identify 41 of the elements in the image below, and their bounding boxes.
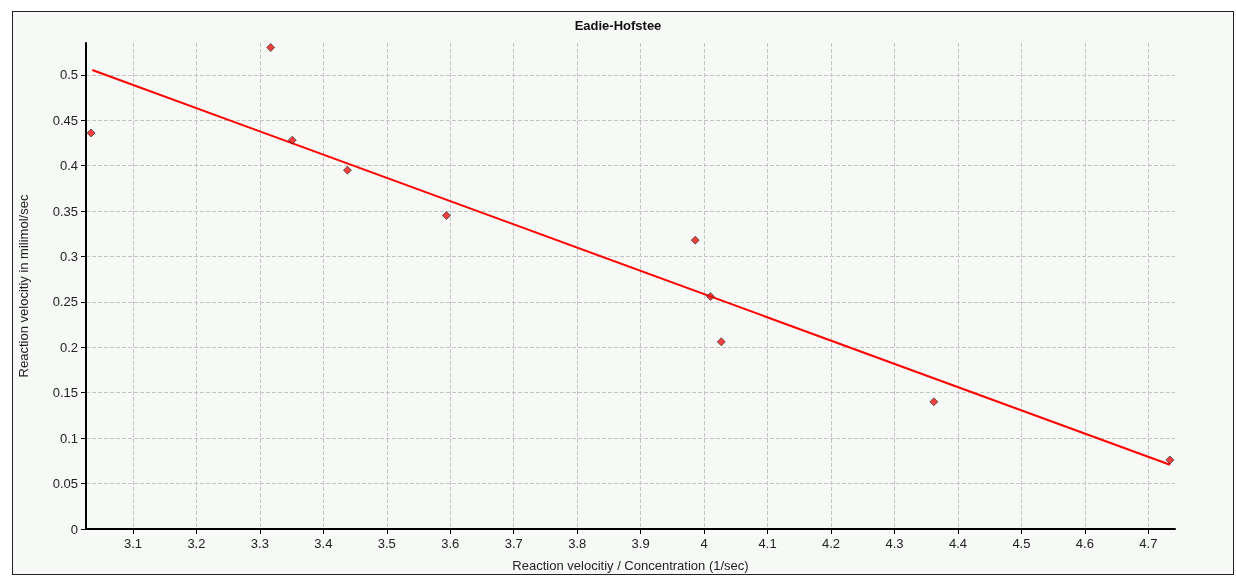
- y-tick-label: 0.1: [59, 430, 78, 446]
- x-tick-label: 3.4: [314, 536, 333, 551]
- x-tick-label: 4.5: [1012, 536, 1031, 551]
- x-tick-label: 3.8: [568, 536, 587, 551]
- y-tick-label: 0: [70, 521, 78, 537]
- y-tick-label: 0.45: [52, 112, 78, 128]
- point: [690, 235, 700, 245]
- point: [287, 135, 297, 145]
- x-tick-label: 3.7: [504, 536, 523, 551]
- x-tick-label: 4.4: [948, 536, 967, 551]
- point: [1165, 455, 1175, 465]
- y-tick-label: 0.2: [59, 339, 78, 355]
- point: [929, 397, 939, 407]
- y-axis-title: Reaction velocitiy in milimol/sec: [16, 194, 31, 378]
- y-tick-label: 0.35: [52, 203, 78, 219]
- y-tick-label: 0.5: [59, 67, 78, 83]
- y-tick-label: 0.3: [59, 248, 78, 264]
- x-tick-label: 3.5: [377, 536, 396, 551]
- point: [706, 292, 715, 301]
- point: [442, 211, 451, 220]
- point: [266, 43, 276, 52]
- y-tick-label: 0.4: [59, 158, 78, 174]
- y-tick-label: 0.25: [52, 294, 78, 310]
- x-tick-label: 4: [700, 536, 708, 551]
- x-tick-label: 3.1: [123, 536, 142, 551]
- y-tick-label: 0.05: [52, 476, 78, 492]
- x-tick-label: 4.7: [1139, 536, 1158, 551]
- x-tick-label: 3.2: [187, 536, 206, 551]
- x-tick-label: 4.2: [822, 536, 841, 551]
- point: [86, 128, 96, 138]
- x-tick-label: 3.6: [441, 536, 460, 551]
- point: [716, 337, 726, 347]
- x-axis-title: Reaction velocitiy / Concentration (1/sec): [512, 558, 749, 573]
- x-tick-label: 3.9: [631, 536, 650, 551]
- x-tick-label: 4.6: [1075, 536, 1094, 551]
- y-tick-label: 0.15: [52, 385, 78, 401]
- x-tick-label: 4.1: [758, 536, 777, 551]
- chart-title: Eadie-Hofstee: [574, 18, 662, 33]
- x-tick-label: 4.3: [885, 536, 904, 551]
- point: [343, 165, 352, 175]
- x-tick-label: 3.3: [250, 536, 269, 551]
